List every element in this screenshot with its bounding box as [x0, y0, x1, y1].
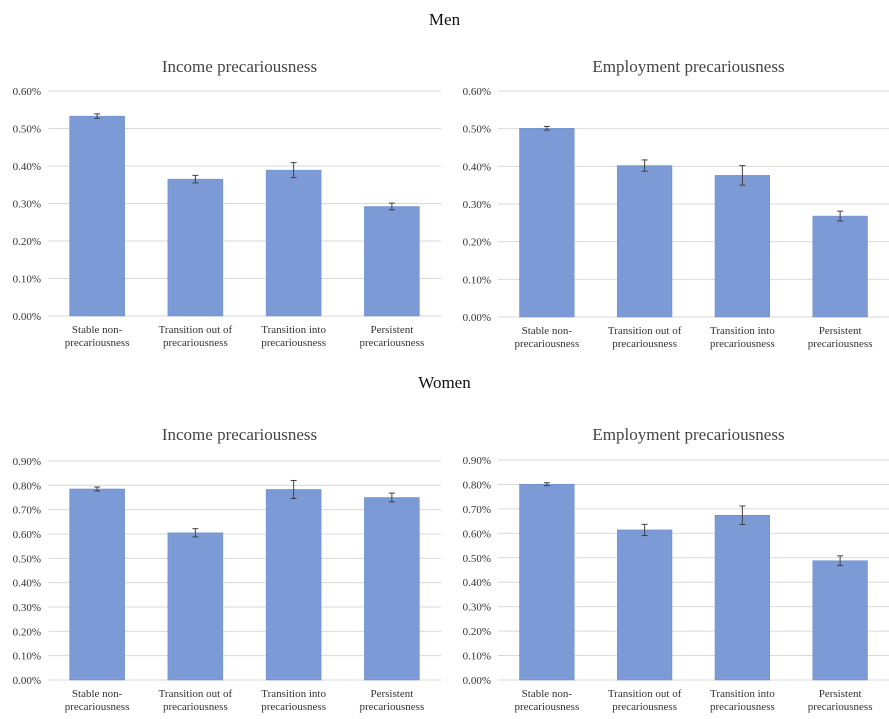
x-tick-label: precariousness [65, 337, 130, 349]
y-tick-label: 0.60% [13, 86, 41, 98]
x-tick-label: precariousness [359, 337, 424, 349]
y-tick-label: 0.20% [13, 626, 41, 638]
y-tick-label: 0.90% [463, 455, 491, 467]
x-tick-label: precariousness [261, 701, 326, 713]
bar [69, 488, 125, 681]
bar [617, 165, 673, 318]
y-tick-label: 0.10% [13, 651, 41, 663]
bar [167, 532, 224, 681]
bar [519, 128, 575, 318]
y-tick-label: 0.40% [13, 161, 41, 173]
x-tick-label: Stable non- [72, 688, 123, 700]
bar [364, 497, 420, 681]
men-section-title: Men [428, 10, 461, 29]
y-tick-label: 0.10% [13, 274, 41, 286]
x-tick-label: Persistent [370, 324, 413, 336]
x-tick-label: precariousness [808, 701, 873, 713]
y-tick-label: 0.40% [13, 578, 41, 590]
x-tick-label: precariousness [163, 701, 228, 713]
x-tick-label: precariousness [261, 337, 326, 349]
y-tick-label: 0.10% [463, 274, 491, 286]
y-tick-label: 0.40% [463, 577, 491, 589]
x-tick-label: precariousness [710, 338, 775, 350]
x-tick-label: Stable non- [522, 325, 573, 337]
y-tick-label: 0.80% [13, 480, 41, 492]
bar [714, 175, 770, 318]
y-tick-label: 0.00% [13, 311, 41, 323]
chart-women-employment: Employment precariousness 0.00% 0.10% 0.20%… [463, 425, 889, 713]
bar [617, 529, 673, 681]
y-tick-label: 0.30% [463, 199, 491, 211]
y-tick-label: 0.50% [13, 553, 41, 565]
x-tick-label: precariousness [612, 701, 677, 713]
x-tick-label: Persistent [370, 688, 413, 700]
x-tick-label: Transition into [710, 688, 775, 700]
y-tick-label: 0.40% [463, 161, 491, 173]
y-tick-label: 0.00% [463, 675, 491, 687]
x-tick-label: Transition out of [159, 688, 233, 700]
y-tick-label: 0.00% [13, 675, 41, 687]
y-tick-label: 0.80% [463, 479, 491, 491]
chart-title: Employment precariousness [592, 425, 784, 444]
x-tick-label: Stable non- [522, 688, 573, 700]
x-tick-label: precariousness [65, 701, 130, 713]
bar [167, 178, 224, 317]
y-tick-label: 0.90% [13, 456, 41, 468]
y-tick-label: 0.60% [463, 528, 491, 540]
x-tick-label: Stable non- [72, 324, 123, 336]
y-tick-label: 0.30% [463, 602, 491, 614]
y-tick-label: 0.60% [463, 86, 491, 98]
x-tick-label: precariousness [808, 338, 873, 350]
y-tick-label: 0.50% [13, 124, 41, 136]
x-tick-label: Transition out of [608, 325, 682, 337]
x-tick-label: precariousness [514, 701, 579, 713]
y-tick-label: 0.50% [463, 553, 491, 565]
x-tick-label: Transition out of [159, 324, 233, 336]
bar [364, 206, 420, 317]
chart-title: Income precariousness [162, 425, 317, 444]
y-tick-label: 0.30% [13, 199, 41, 211]
bar [812, 560, 868, 681]
chart-women-income: Income precariousness 0.00% 0.10% 0.20% 0.30… [13, 425, 441, 713]
bar [812, 215, 868, 318]
x-tick-label: Persistent [819, 688, 862, 700]
bar [714, 514, 770, 681]
x-tick-label: Persistent [819, 325, 862, 337]
chart-men-employment: Employment precariousness 0.00% 0.10% 0.20%… [463, 57, 889, 350]
bar [519, 483, 575, 681]
y-tick-label: 0.20% [463, 626, 491, 638]
y-tick-label: 0.70% [13, 505, 41, 517]
x-tick-label: precariousness [710, 701, 775, 713]
y-tick-label: 0.50% [463, 124, 491, 136]
chart-title: Income precariousness [162, 57, 317, 76]
y-tick-label: 0.70% [463, 504, 491, 516]
y-tick-label: 0.60% [13, 529, 41, 541]
x-tick-label: precariousness [612, 338, 677, 350]
bar [265, 489, 322, 681]
y-tick-label: 0.00% [463, 312, 491, 324]
x-tick-label: Transition into [261, 324, 326, 336]
x-tick-label: Transition out of [608, 688, 682, 700]
chart-men-income: Income precariousness 0.00% 0.10% 0.20% 0.30… [13, 57, 441, 349]
y-tick-label: 0.10% [463, 651, 491, 663]
bar [69, 115, 125, 317]
x-tick-label: precariousness [163, 337, 228, 349]
y-tick-label: 0.20% [463, 237, 491, 249]
chart-title: Employment precariousness [592, 57, 784, 76]
x-tick-label: precariousness [514, 338, 579, 350]
bar [265, 169, 322, 317]
x-tick-label: precariousness [359, 701, 424, 713]
x-tick-label: Transition into [261, 688, 326, 700]
y-tick-label: 0.20% [13, 236, 41, 248]
x-tick-label: Transition into [710, 325, 775, 337]
y-tick-label: 0.30% [13, 602, 41, 614]
women-section-title: Women [418, 373, 471, 392]
